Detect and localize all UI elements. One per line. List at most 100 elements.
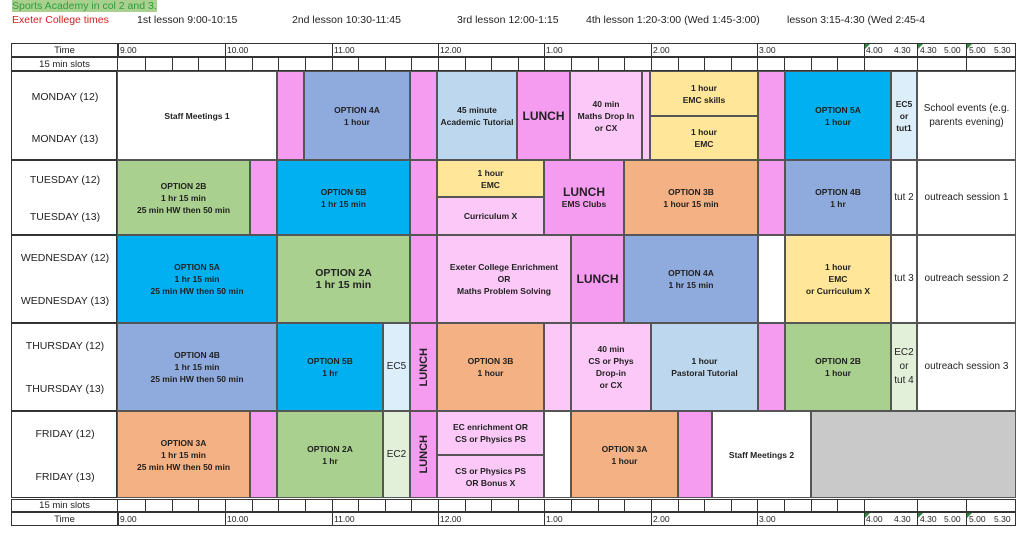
day-label: MONDAY (12) bbox=[31, 91, 99, 103]
tick-label: 12.00 bbox=[440, 514, 462, 524]
tick-label: 12.00 bbox=[440, 45, 462, 55]
tick-label: 10.00 bbox=[227, 514, 249, 524]
thursday-option-2b: OPTION 2B 1 hour bbox=[785, 323, 891, 411]
tick-label: 5.30 bbox=[994, 514, 1011, 524]
day-label: MONDAY (13) bbox=[31, 133, 99, 145]
tick-label: 5.30 bbox=[994, 45, 1011, 55]
tick-label: 3.00 bbox=[759, 514, 776, 524]
tuesday-emc: 1 hour EMC bbox=[437, 160, 544, 197]
monday-break bbox=[410, 71, 437, 160]
tick-label: 2.00 bbox=[653, 45, 670, 55]
tuesday-tut: tut 2 bbox=[891, 160, 917, 235]
tuesday-break bbox=[758, 160, 785, 235]
monday-option-4a: OPTION 4A 1 hour bbox=[304, 71, 410, 160]
thursday-option-3b: OPTION 3B 1 hour bbox=[437, 323, 544, 411]
wednesday-lunch: LUNCH bbox=[571, 235, 624, 323]
thursday-break bbox=[758, 323, 785, 411]
wednesday-emc: 1 hour EMC or Curriculum X bbox=[785, 235, 891, 323]
monday-option-5a: OPTION 5A 1 hour bbox=[785, 71, 891, 160]
friday-gap bbox=[544, 411, 571, 498]
friday-unused bbox=[811, 411, 1016, 498]
thursday-lunch: LUNCH bbox=[410, 323, 437, 411]
tuesday-option-2b: OPTION 2B 1 hr 15 min 25 min HW then 50 mi… bbox=[117, 160, 250, 235]
tuesday-option-4b: OPTION 4B 1 hr bbox=[785, 160, 891, 235]
friday-option-2a: OPTION 2A 1 hr bbox=[277, 411, 383, 498]
tick-label: 4.30 bbox=[894, 45, 911, 55]
day-label: TUESDAY (13) bbox=[29, 211, 101, 223]
monday-ec5: EC5 or tut1 bbox=[891, 71, 917, 160]
wednesday-break bbox=[410, 235, 437, 323]
monday-break bbox=[277, 71, 304, 160]
tick-label: 4.00 bbox=[866, 514, 883, 524]
friday-staff-meetings: Staff Meetings 2 bbox=[712, 411, 811, 498]
tuesday-curriculum-x: Curriculum X bbox=[437, 197, 544, 235]
friday-cs-physics-ps: CS or Physics PS OR Bonus X bbox=[437, 455, 544, 498]
wednesday-option-4a: OPTION 4A 1 hr 15 min bbox=[624, 235, 758, 323]
friday-break bbox=[250, 411, 277, 498]
friday-option-3a: OPTION 3A 1 hr 15 min 25 min HW then 50 mi… bbox=[117, 411, 250, 498]
friday-lunch: LUNCH bbox=[410, 411, 437, 498]
tick-label: 4.00 bbox=[866, 45, 883, 55]
time-row-label: Time bbox=[12, 44, 118, 56]
tick-label: 4.30 bbox=[920, 514, 937, 524]
day-label: WEDNESDAY (13) bbox=[20, 295, 110, 307]
slots-row-bottom: 15 min slots bbox=[11, 499, 1016, 512]
thursday-option-5b: OPTION 5B 1 hr bbox=[277, 323, 383, 411]
lesson-5-header: lesson 3:15-4:30 (Wed 2:45-4 bbox=[787, 14, 926, 26]
monday-school-events: School events (e.g. parents evening) bbox=[917, 71, 1016, 160]
slots-row-label: 15 min slots bbox=[12, 58, 118, 70]
lesson-2-header: 2nd lesson 10:30-11:45 bbox=[292, 14, 401, 26]
day-tuesday: TUESDAY (12) TUESDAY (13) bbox=[11, 160, 117, 235]
thursday-pastoral-tutorial: 1 hour Pastoral Tutorial bbox=[651, 323, 758, 411]
tick-label: 5.00 bbox=[944, 45, 961, 55]
lesson-3-header: 3rd lesson 12:00-1:15 bbox=[457, 14, 559, 26]
thursday-cs-phys-drop-in: 40 min CS or Phys Drop-in or CX bbox=[571, 323, 651, 411]
wednesday-tut: tut 3 bbox=[891, 235, 917, 323]
slots-row-label: 15 min slots bbox=[12, 500, 118, 511]
slots-row-top: 15 min slots bbox=[11, 57, 1016, 71]
wednesday-exeter-enrichment: Exeter College Enrichment OR Maths Problem… bbox=[437, 235, 571, 323]
wednesday-outreach: outreach session 2 bbox=[917, 235, 1016, 323]
day-wednesday: WEDNESDAY (12) WEDNESDAY (13) bbox=[11, 235, 117, 323]
tick-label: 9.00 bbox=[120, 45, 137, 55]
day-label: WEDNESDAY (12) bbox=[20, 252, 110, 264]
thursday-ec2: EC2 or tut 4 bbox=[891, 323, 917, 411]
friday-break bbox=[678, 411, 712, 498]
day-monday: MONDAY (12) MONDAY (13) bbox=[11, 71, 117, 160]
lesson-1-header: 1st lesson 9:00-10:15 bbox=[137, 14, 238, 26]
monday-lunch: LUNCH bbox=[517, 71, 570, 160]
wednesday-option-5a: OPTION 5A 1 hr 15 min 25 min HW then 50 mi… bbox=[117, 235, 277, 323]
thursday-gap bbox=[544, 323, 571, 411]
tick-label: 5.00 bbox=[969, 514, 986, 524]
exeter-college-note: Exeter College times bbox=[12, 14, 109, 26]
tuesday-lunch: LUNCH EMS Clubs bbox=[544, 160, 624, 235]
day-label: FRIDAY (13) bbox=[35, 471, 95, 483]
day-label: THURSDAY (13) bbox=[25, 383, 105, 395]
time-row-top: Time 9.00 10.00 11.00 12.00 1.00 2.00 3.… bbox=[11, 43, 1016, 57]
day-label: TUESDAY (12) bbox=[29, 174, 101, 186]
monday-emc-skills: 1 hour EMC skills bbox=[650, 71, 758, 116]
thursday-ec5: EC5 bbox=[383, 323, 410, 411]
sports-academy-note: Sports Academy in col 2 and 3. bbox=[12, 0, 157, 12]
wednesday-gap bbox=[758, 235, 785, 323]
tick-label: 3.00 bbox=[759, 45, 776, 55]
wednesday-option-2a: OPTION 2A 1 hr 15 min bbox=[277, 235, 410, 323]
tick-label: 11.00 bbox=[334, 45, 355, 55]
friday-ec-enrichment: EC enrichment OR CS or Physics PS bbox=[437, 411, 544, 455]
day-label: THURSDAY (12) bbox=[25, 340, 105, 352]
day-friday: FRIDAY (12) FRIDAY (13) bbox=[11, 411, 117, 498]
tick-label: 10.00 bbox=[227, 45, 249, 55]
monday-maths-drop-in: 40 min Maths Drop In or CX bbox=[570, 71, 642, 160]
tick-label: 1.00 bbox=[546, 45, 563, 55]
thursday-option-4b: OPTION 4B 1 hr 15 min 25 min HW then 50 mi… bbox=[117, 323, 277, 411]
lesson-4-header: 4th lesson 1:20-3:00 (Wed 1:45-3:00) bbox=[586, 14, 760, 26]
time-row-bottom: Time 9.00 10.00 11.00 12.00 1.00 2.00 3.… bbox=[11, 512, 1016, 526]
monday-academic-tutorial: 45 minute Academic Tutorial bbox=[437, 71, 517, 160]
tuesday-option-5b: OPTION 5B 1 hr 15 min bbox=[277, 160, 410, 235]
day-label: FRIDAY (12) bbox=[35, 428, 95, 440]
tick-label: 1.00 bbox=[546, 514, 563, 524]
monday-emc: 1 hour EMC bbox=[650, 116, 758, 160]
tuesday-break bbox=[250, 160, 277, 235]
monday-staff-meetings: Staff Meetings 1 bbox=[117, 71, 277, 160]
tick-label: 5.00 bbox=[944, 514, 961, 524]
